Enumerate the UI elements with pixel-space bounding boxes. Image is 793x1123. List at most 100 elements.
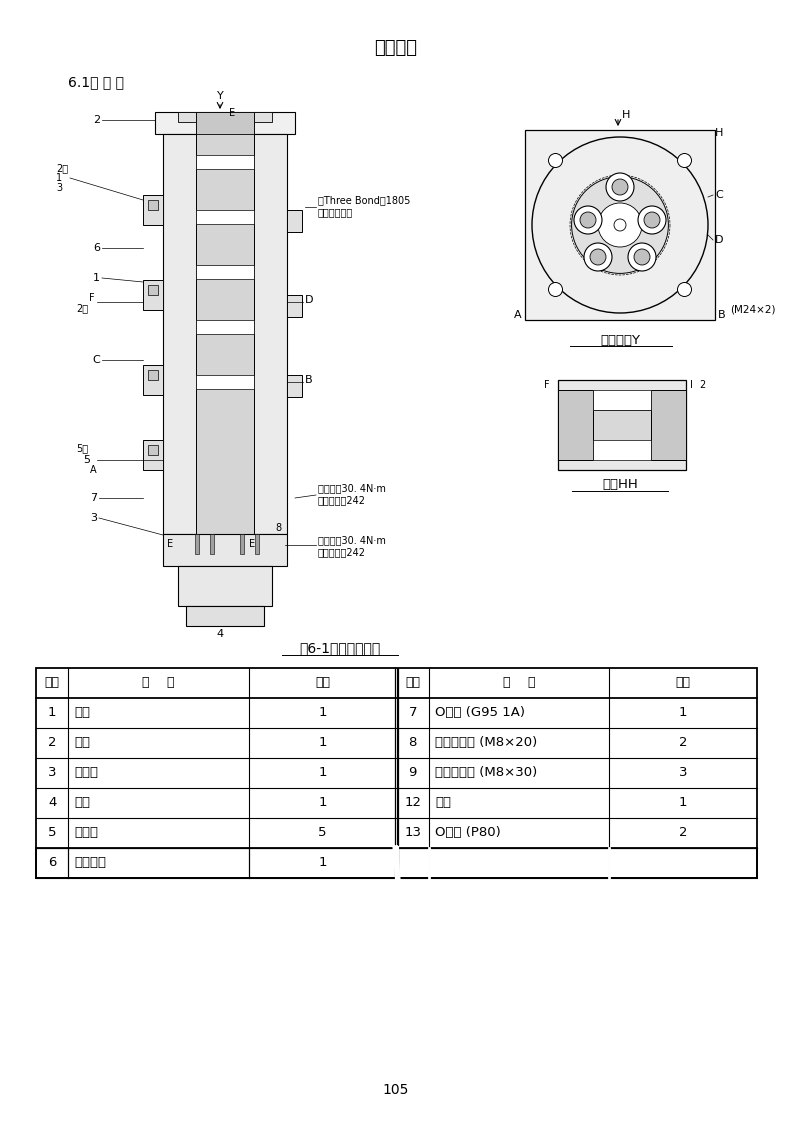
Text: I: I (690, 380, 693, 390)
Bar (240, 535, 244, 554)
Bar (163, 134, 287, 535)
Text: 5: 5 (318, 827, 327, 840)
Circle shape (532, 137, 708, 313)
Circle shape (677, 154, 691, 167)
Bar (163, 535, 287, 566)
Text: 2: 2 (679, 827, 688, 840)
Text: O型圈 (P80): O型圈 (P80) (435, 827, 500, 840)
Text: 涂布乐泰胶242: 涂布乐泰胶242 (318, 495, 366, 505)
Bar (148, 445, 158, 455)
Bar (593, 390, 651, 410)
Bar (210, 535, 214, 554)
Bar (143, 440, 163, 471)
Circle shape (549, 154, 562, 167)
Circle shape (638, 206, 666, 234)
Text: O型圈 (G95 1A): O型圈 (G95 1A) (435, 706, 525, 720)
Bar (651, 390, 686, 460)
Text: B: B (305, 375, 312, 385)
Bar (143, 365, 163, 395)
Text: H: H (715, 128, 723, 138)
Text: 图6-1回转接头构造: 图6-1回转接头构造 (300, 641, 381, 655)
Text: 箭头视图Y: 箭头视图Y (600, 334, 640, 347)
Text: 2处: 2处 (76, 303, 88, 313)
Text: 密封总成: 密封总成 (75, 857, 106, 869)
Circle shape (584, 243, 612, 271)
Text: 5: 5 (83, 455, 90, 465)
Text: 数量: 数量 (676, 676, 691, 690)
Bar (148, 285, 158, 295)
Bar (525, 130, 715, 320)
Text: A: A (90, 465, 97, 475)
Text: 1: 1 (48, 706, 56, 720)
Text: A: A (515, 310, 522, 320)
Text: 5: 5 (48, 827, 56, 840)
Text: 2: 2 (48, 737, 56, 749)
Circle shape (572, 176, 668, 273)
Text: 4: 4 (216, 629, 224, 639)
Bar (143, 280, 163, 310)
Text: (M24×2): (M24×2) (730, 305, 776, 314)
Text: 紧固扭矩30. 4N·m: 紧固扭矩30. 4N·m (318, 483, 386, 493)
Circle shape (598, 203, 642, 247)
Bar (186, 606, 264, 626)
Text: B: B (718, 310, 726, 320)
Text: 内六角螺栓 (M8×20): 内六角螺栓 (M8×20) (435, 737, 537, 749)
Text: 105: 105 (383, 1083, 409, 1097)
Text: 7: 7 (90, 493, 97, 503)
Text: 8: 8 (275, 523, 281, 533)
Bar (143, 195, 163, 225)
Text: 1: 1 (679, 706, 688, 720)
Text: 6: 6 (93, 243, 100, 253)
Bar (593, 410, 651, 450)
Text: 3: 3 (48, 767, 56, 779)
Text: 涂布在轴杆上: 涂布在轴杆上 (318, 207, 353, 217)
Bar (196, 112, 254, 134)
Text: 13: 13 (404, 827, 421, 840)
Text: 紧固扭矩30. 4N·m: 紧固扭矩30. 4N·m (318, 535, 386, 545)
Bar (148, 200, 158, 210)
Circle shape (634, 249, 650, 265)
Text: 9: 9 (408, 767, 417, 779)
Bar (155, 112, 295, 134)
Text: 5处: 5处 (76, 442, 88, 453)
Circle shape (549, 283, 562, 296)
Bar (196, 320, 254, 334)
Text: 2: 2 (93, 115, 100, 125)
Text: 截面HH: 截面HH (602, 478, 638, 492)
Bar (36, 668, 757, 878)
Text: 推力板: 推力板 (75, 767, 98, 779)
Text: H: H (622, 110, 630, 120)
Text: 3: 3 (90, 513, 97, 523)
Text: 数量: 数量 (315, 676, 330, 690)
Text: E: E (167, 539, 173, 549)
Text: 1: 1 (318, 706, 327, 720)
Circle shape (628, 243, 656, 271)
Text: 12: 12 (404, 796, 421, 810)
Text: 1: 1 (679, 796, 688, 810)
Text: 1: 1 (56, 173, 62, 183)
Text: 内六角螺栓 (M8×30): 内六角螺栓 (M8×30) (435, 767, 537, 779)
Circle shape (580, 212, 596, 228)
Text: D: D (715, 235, 723, 245)
Text: 涂布乐泰胶242: 涂布乐泰胶242 (318, 547, 366, 557)
Bar (558, 390, 593, 460)
Bar (287, 375, 302, 398)
Text: E: E (249, 539, 255, 549)
Circle shape (677, 283, 691, 296)
Text: 壳罩: 壳罩 (75, 796, 90, 810)
Bar (196, 155, 254, 168)
Bar (148, 369, 158, 380)
Circle shape (644, 212, 660, 228)
Text: 轴杆: 轴杆 (75, 737, 90, 749)
Text: 1: 1 (93, 273, 100, 283)
Text: 符号: 符号 (405, 676, 420, 690)
Bar (196, 210, 254, 223)
Text: C: C (715, 190, 722, 200)
Bar (196, 265, 254, 279)
Text: 1: 1 (318, 857, 327, 869)
Bar (558, 380, 686, 471)
Text: 将Three Bond＃1805: 将Three Bond＃1805 (318, 195, 410, 206)
Text: 密封件: 密封件 (75, 827, 98, 840)
Circle shape (614, 219, 626, 231)
Bar (287, 295, 302, 317)
